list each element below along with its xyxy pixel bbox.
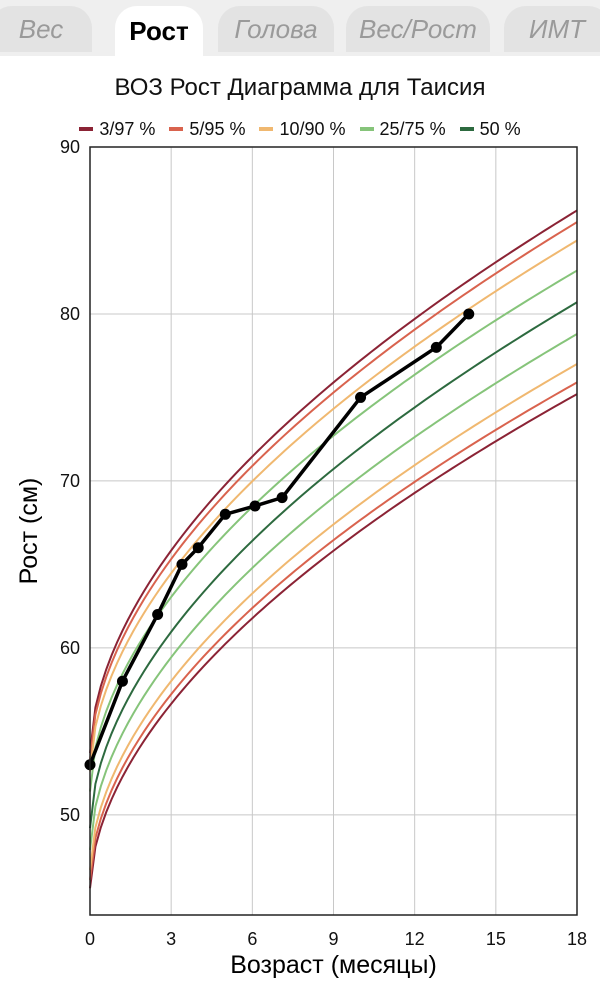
legend-label-50: 50 % [479,118,521,139]
legend-swatch-3-97 [79,127,94,131]
legend-item-5-95: 5/95 % [169,116,245,142]
y-tick-label: 80 [60,304,80,324]
x-tick-label: 3 [166,929,176,949]
x-tick-label: 6 [247,929,257,949]
percentile-curve-25-75-upper [89,269,578,792]
legend-label-3-97: 3/97 % [99,118,156,139]
measurement-point[interactable] [355,391,367,403]
legend-item-50: 50 % [459,116,521,142]
x-tick-label: 9 [328,929,338,949]
measurement-point[interactable] [152,608,164,620]
plot-frame [89,146,578,916]
tab-weight-height[interactable]: Вес/Рост [346,6,490,52]
chart-legend: 3/97 % 5/95 % 10/90 % 25/75 % 50 % [0,116,600,142]
y-tick-label: 60 [60,638,80,658]
legend-swatch-50 [459,127,474,131]
measurement-point[interactable] [430,341,442,353]
legend-label-25-75: 25/75 % [379,118,446,139]
percentile-curve-3-97-upper [89,209,578,754]
legend-item-10-90: 10/90 % [259,116,346,142]
x-axis-label: Возраст (месяцы) [230,951,437,979]
chart-grid [89,146,578,915]
measurement-point[interactable] [176,558,188,570]
percentile-curve-25-75-lower [89,333,578,851]
legend-item-3-97: 3/97 % [79,116,155,142]
measurement-point[interactable] [276,492,288,504]
percentile-curves [89,209,578,889]
legend-label-10-90: 10/90 % [279,118,346,139]
child-measurements [84,308,475,771]
measurement-point[interactable] [116,675,128,687]
legend-item-25-75: 25/75 % [359,116,446,142]
x-tick-label: 12 [405,929,425,949]
tab-bmi[interactable]: ИМТ [504,6,600,52]
percentile-curve-5-95-upper [89,221,578,760]
x-tick-label: 18 [567,929,587,949]
legend-swatch-25-75 [359,127,374,131]
y-tick-label: 70 [60,471,80,491]
measurement-point[interactable] [192,542,204,554]
tab-bar: Вес Рост Голова Вес/Рост ИМТ [0,0,600,56]
y-tick-label: 90 [60,137,80,157]
legend-label-5-95: 5/95 % [189,118,246,139]
percentile-curve-10-90-upper [89,239,578,772]
percentile-curve-50-lower [89,301,578,829]
chart-title: ВОЗ Рост Диаграмма для Таисия [114,74,486,101]
y-axis-label: Рост (см) [15,478,43,585]
percentile-curve-10-90-lower [89,363,578,871]
measurement-point[interactable] [463,308,475,320]
x-tick-label: 0 [85,929,95,949]
measurement-line [88,312,471,766]
percentile-curve-3-97-lower [89,393,578,889]
x-tick-label: 15 [486,929,506,949]
axis-ticks: 0 3 6 9 12 15 18 50 60 70 80 90 [60,137,587,949]
y-tick-label: 50 [60,805,80,825]
legend-swatch-10-90 [259,127,274,131]
measurement-point[interactable] [219,508,231,520]
tab-weight[interactable]: Вес [0,6,92,52]
legend-swatch-5-95 [169,127,184,131]
tab-head[interactable]: Голова [218,6,334,52]
tab-height[interactable]: Рост [115,6,203,56]
percentile-curve-5-95-lower [89,381,578,881]
measurement-point[interactable] [249,500,261,512]
